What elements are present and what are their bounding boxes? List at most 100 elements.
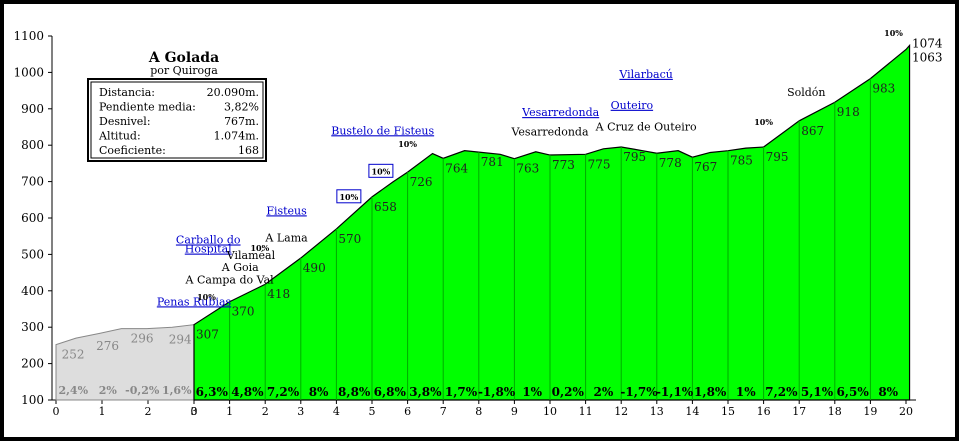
x-tick-label: 8 [475, 405, 482, 418]
km-altitude-label: 795 [623, 150, 646, 164]
km-slope-label: 6,8% [374, 385, 407, 399]
x-tick-label: 2 [145, 405, 152, 418]
km-altitude-label: 307 [196, 328, 219, 342]
km-slope-label: 1,8% [694, 385, 727, 399]
km-slope-label: 1% [736, 385, 756, 399]
chart-canvas: 100 200 300 400 500 600 700 800 900 1000 1100 0 1 2 3 0… [4, 4, 955, 437]
y-tick-label: 1100 [13, 29, 44, 43]
gradient-badge: 10% [197, 292, 216, 302]
approach-slope-label: 2,4% [58, 384, 88, 397]
x-tick-label: 5 [369, 405, 376, 418]
km-altitude-label: 658 [374, 200, 397, 214]
place-label: Penas Rubias [157, 295, 232, 308]
x-tick-label: 4 [333, 405, 340, 418]
place-label: Hospital [185, 243, 232, 256]
info-value: 168 [238, 144, 259, 157]
y-tick-label: 400 [21, 284, 44, 298]
chart-title: A Golada [148, 50, 219, 66]
km-altitude-label: 418 [267, 287, 290, 301]
info-box [87, 78, 267, 162]
km-slope-label: 8% [878, 385, 898, 399]
place-label: Outeiro [611, 99, 654, 112]
km-altitude-label: 781 [481, 155, 504, 169]
place-label: Fisteus [266, 204, 307, 217]
y-tick-label: 300 [21, 320, 44, 334]
approach-slope-label: -0,2% [125, 384, 160, 397]
y-tick-label: 800 [21, 138, 44, 152]
km-slope-label: 2% [594, 385, 614, 399]
x-tick-label: 3 [191, 405, 198, 418]
place-label: A Campa do Val [185, 274, 275, 287]
km-altitude-label: 370 [232, 305, 255, 319]
info-box-inner [90, 81, 264, 159]
x-tick-label: 7 [440, 405, 447, 418]
km-slope-label: 6,5% [836, 385, 869, 399]
gradient-badge: 10% [754, 117, 773, 127]
x-tick-label: 0 [191, 405, 198, 418]
y-tick-label: 1000 [13, 65, 44, 79]
km-slope-label: -1,8% [478, 385, 516, 399]
km-slope-label: -1,1% [656, 385, 694, 399]
approach-altitude-label: 296 [131, 332, 154, 346]
x-tick-label: 10 [543, 405, 557, 418]
km-slope-label: 1,7% [445, 385, 478, 399]
km-slope-label: 6,3% [196, 385, 229, 399]
place-label: A Lama [264, 232, 308, 245]
end-altitude-label: 1063 [912, 50, 943, 64]
x-tick-label: 17 [792, 405, 806, 418]
x-tick-label: 1 [226, 405, 233, 418]
km-altitude-label: 490 [303, 261, 326, 275]
km-altitude-label: 570 [338, 232, 361, 246]
y-tick-label: 700 [21, 175, 44, 189]
km-slope-label: 8% [309, 385, 329, 399]
y-tick-label: 200 [21, 357, 44, 371]
place-label: Vilaméal [226, 249, 276, 262]
km-altitude-label: 773 [552, 158, 575, 172]
km-slope-label: -1,7% [620, 385, 658, 399]
info-value: 20.090m. [207, 86, 259, 99]
x-tick-label: 14 [685, 405, 699, 418]
x-tick-label: 9 [511, 405, 518, 418]
x-tick-label: 12 [614, 405, 628, 418]
km-altitude-label: 726 [410, 175, 433, 189]
place-label: A Goia [221, 261, 259, 274]
km-altitude-label: 918 [837, 105, 860, 119]
x-tick-label: 3 [297, 405, 304, 418]
info-value: 3,82% [224, 101, 259, 114]
x-tick-label: 1 [99, 405, 106, 418]
place-label: Soldón [787, 86, 825, 99]
chart-subtitle: por Quiroga [150, 64, 218, 77]
summit-altitude-label: 1074 [912, 36, 943, 50]
km-slope-label: 7,2% [765, 385, 798, 399]
place-label: Vesarredonda [521, 106, 599, 119]
km-slope-label: 7,2% [267, 385, 300, 399]
km-altitude-label: 767 [694, 160, 717, 174]
approach-altitude-label: 294 [169, 332, 192, 346]
km-altitude-label: 795 [766, 150, 789, 164]
x-tick-label: 20 [899, 405, 913, 418]
km-slope-label: 8,8% [338, 385, 371, 399]
km-slope-label: 4,8% [231, 385, 264, 399]
km-altitude-label: 867 [801, 124, 824, 138]
info-label: Coeficiente: [99, 144, 166, 157]
info-label: Desnivel: [99, 115, 151, 128]
gradient-badge: 10% [884, 28, 903, 38]
km-altitude-label: 983 [872, 82, 895, 96]
info-label: Pendiente media: [99, 101, 196, 114]
info-label: Distancia: [99, 86, 155, 99]
x-tick-label: 16 [757, 405, 771, 418]
gradient-badge: 10% [339, 192, 358, 202]
km-slope-label: 0,2% [552, 385, 585, 399]
y-tick-label: 100 [21, 393, 44, 407]
km-altitude-label: 775 [588, 157, 611, 171]
approach-slope-label: 1,6% [162, 384, 192, 397]
x-tick-label: 13 [650, 405, 664, 418]
approach-altitude-label: 252 [62, 348, 85, 362]
gradient-badge: 10% [372, 166, 391, 176]
place-label: Carballo do [176, 233, 241, 246]
x-tick-label: 2 [262, 405, 269, 418]
x-tick-label: 6 [404, 405, 411, 418]
km-altitude-label: 785 [730, 154, 753, 168]
km-slope-label: 5,1% [801, 385, 834, 399]
